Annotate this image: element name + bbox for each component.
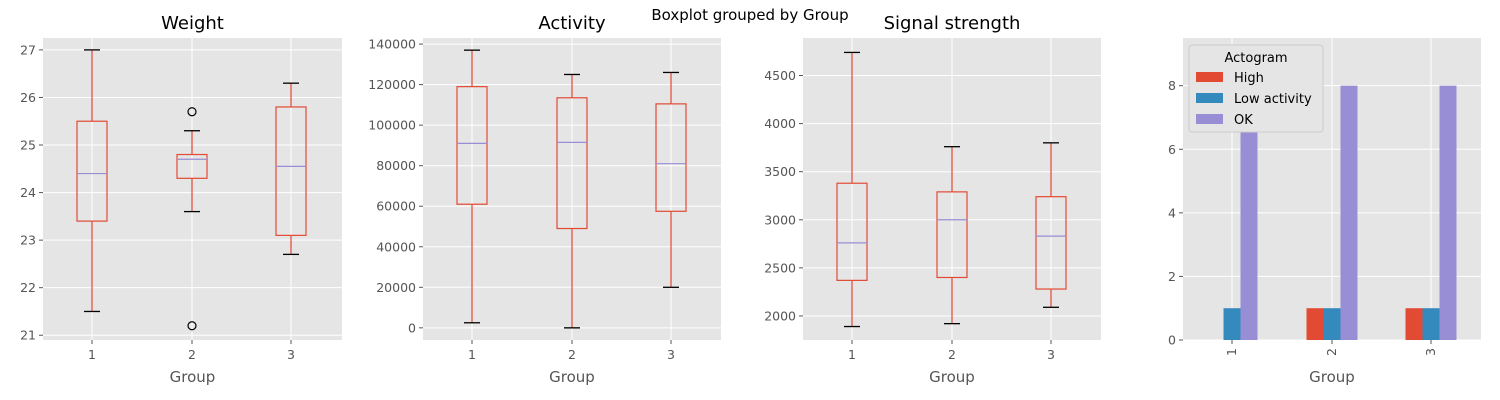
panel-4-bar-high <box>1405 308 1423 340</box>
panel-3-box <box>836 182 868 281</box>
panel-1-x-tick-label: 1 <box>88 347 96 362</box>
panel-1-box <box>275 106 307 236</box>
actogram-legend: Actogram High Low activity OK <box>1188 44 1324 133</box>
panel-4-x-tick-label: 2 <box>1324 348 1339 356</box>
panel-1-y-tick-label: 27 <box>20 42 36 57</box>
panel-3-x-axis-label: Group <box>929 368 975 386</box>
legend-label-high: High <box>1234 71 1264 86</box>
panel-2-y-tick-label: 40000 <box>376 239 416 254</box>
panel-3-y-tick-label: 3500 <box>764 164 796 179</box>
panel-1-y-tick-label: 23 <box>20 233 36 248</box>
panel-3-x-tick-label: 2 <box>948 347 956 362</box>
panel-4-y-tick-label: 6 <box>1168 142 1176 157</box>
panel-2-y-tick-label: 20000 <box>376 280 416 295</box>
legend-frame <box>1188 44 1324 133</box>
panel-3-y-tick-label: 2000 <box>764 308 796 323</box>
panel-2-y-tick-label: 140000 <box>368 37 416 52</box>
signal-strength-boxplot-panel: 2000 2500 3000 3500 4000 4500 1 2 3 Signal streng… <box>764 13 1101 386</box>
panel-2-y-tick-label: 80000 <box>376 158 416 173</box>
panel-4-bar-ok <box>1240 85 1258 341</box>
panel-1-x-axis-label: Group <box>170 368 216 386</box>
panel-3-x-tick-label: 3 <box>1047 347 1055 362</box>
panel-4-bar-low-activity <box>1323 308 1341 340</box>
panel-3-y-tick-label: 4000 <box>764 116 796 131</box>
figure-suptitle: Boxplot grouped by Group <box>651 6 848 24</box>
panel-3-title: Signal strength <box>884 13 1021 34</box>
panel-1-y-tick-label: 22 <box>20 280 36 295</box>
panel-2-x-tick-label: 2 <box>568 347 576 362</box>
panel-1-flier-point <box>187 107 197 117</box>
panel-4-bar-ok <box>1439 85 1457 341</box>
activity-boxplot-panel: 0 20000 40000 60000 80000 100000 120000 140000 1… <box>368 13 721 386</box>
panel-2-y-tick-label: 100000 <box>368 118 416 133</box>
panel-2-title: Activity <box>538 13 606 34</box>
legend-swatch-low-activity <box>1196 93 1223 103</box>
panel-1-title: Weight <box>161 13 224 34</box>
panel-4-bar-high <box>1306 308 1324 340</box>
panel-1-y-tick-label: 26 <box>20 90 36 105</box>
panel-2-y-tick-label: 120000 <box>368 77 416 92</box>
legend-title: Actogram <box>1224 51 1287 66</box>
panel-1-flier-point <box>187 321 197 331</box>
panel-2-x-tick-label: 3 <box>667 347 675 362</box>
panel-2-box <box>655 103 687 212</box>
legend-label-low-activity: Low activity <box>1234 92 1312 107</box>
panel-4-bar-low-activity <box>1422 308 1440 340</box>
legend-swatch-high <box>1196 72 1223 82</box>
panel-4-y-tick-label: 2 <box>1168 269 1176 284</box>
panel-1-x-tick-label: 3 <box>287 347 295 362</box>
panel-1-box <box>76 120 108 222</box>
panel-4-x-tick-label: 3 <box>1423 348 1438 356</box>
legend-swatch-ok <box>1196 114 1223 124</box>
panel-2-x-tick-label: 1 <box>468 347 476 362</box>
panel-2-y-tick-label: 60000 <box>376 199 416 214</box>
panel-1-y-tick-label: 25 <box>20 138 36 153</box>
panel-1-x-tick-label: 2 <box>188 347 196 362</box>
panel-4-y-tick-label: 8 <box>1168 78 1176 93</box>
panel-2-box <box>456 86 488 205</box>
panel-4-y-tick-label: 4 <box>1168 205 1176 220</box>
panel-3-box <box>1035 196 1067 290</box>
panel-4-bar-low-activity <box>1223 308 1241 340</box>
legend-label-ok: OK <box>1234 113 1253 128</box>
panel-4-bar-ok <box>1340 85 1358 341</box>
panel-1-y-tick-label: 24 <box>20 185 36 200</box>
panel-3-box <box>936 191 968 279</box>
panel-1-box <box>176 153 208 179</box>
panel-2-box <box>556 97 588 230</box>
panel-3-y-tick-label: 4500 <box>764 68 796 83</box>
panel-3-y-tick-label: 3000 <box>764 212 796 227</box>
panel-2-x-axis-label: Group <box>549 368 595 386</box>
panel-4-x-tick-label: 1 <box>1224 348 1239 356</box>
panel-1-y-tick-label: 21 <box>20 328 36 343</box>
panel-3-x-tick-label: 1 <box>848 347 856 362</box>
panel-4-y-tick-label: 0 <box>1168 333 1176 348</box>
panel-2-y-tick-label: 0 <box>408 320 416 335</box>
actogram-bar-panel: 0 2 4 6 8 1 2 3 Actogram High Low activity OK Group <box>1168 38 1481 386</box>
panel-4-x-axis-label: Group <box>1309 368 1355 386</box>
panel-3-y-tick-label: 2500 <box>764 260 796 275</box>
